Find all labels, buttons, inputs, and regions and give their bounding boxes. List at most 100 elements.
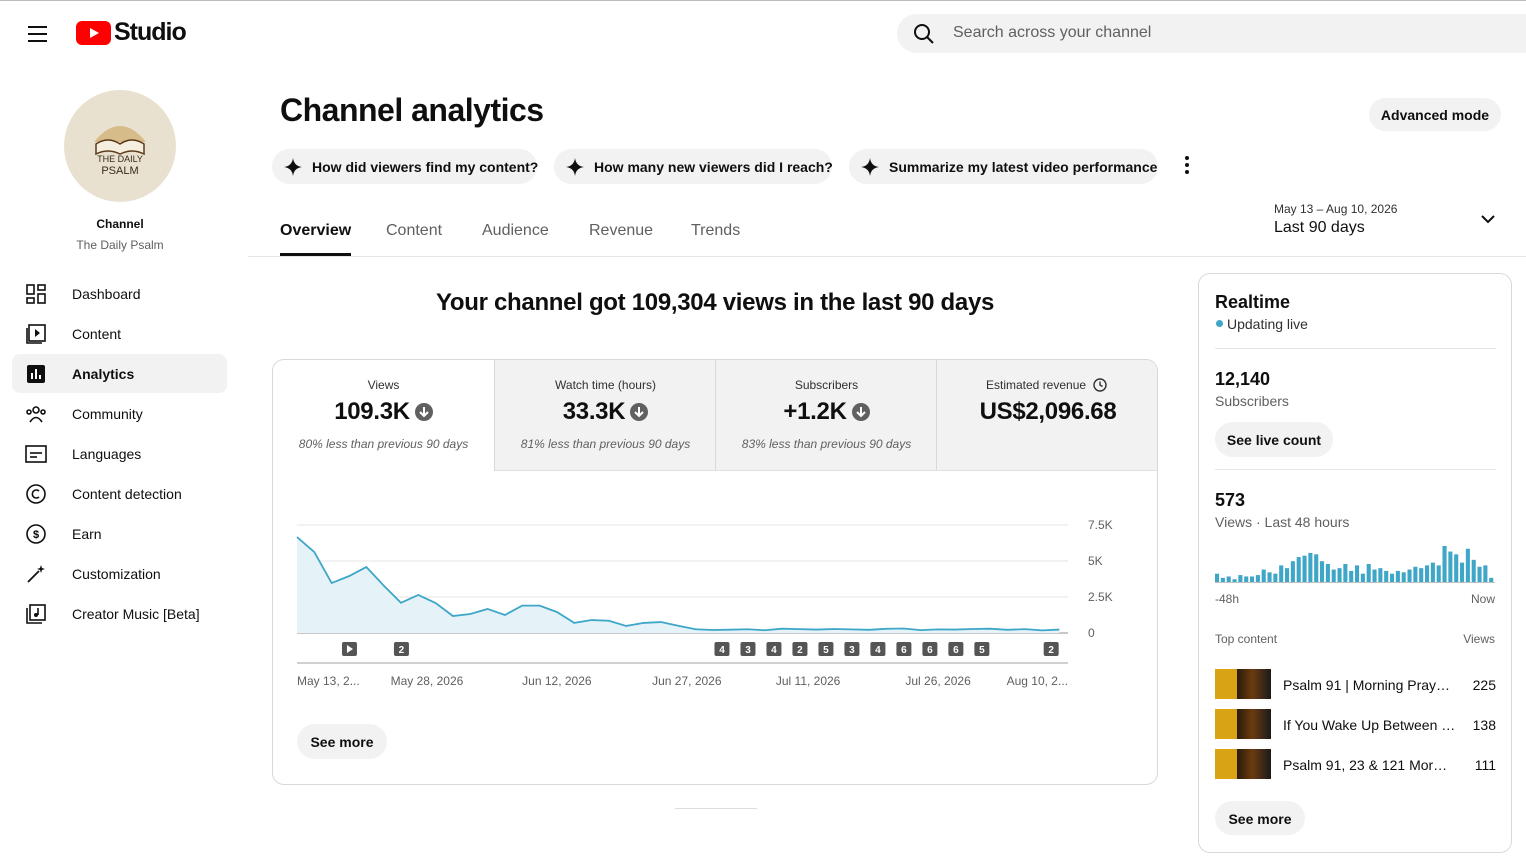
advanced-mode-button[interactable]: Advanced mode [1369, 98, 1501, 131]
dot [1185, 156, 1189, 160]
nav-item[interactable]: $ Earn [12, 514, 227, 553]
dot [1185, 163, 1189, 167]
nav-item[interactable]: Content detection [12, 474, 227, 513]
video-title: Psalm 91, 23 & 121 Mor… [1283, 757, 1448, 773]
metric-tab[interactable]: Views 109.3K 80% less than previous 90 day… [273, 360, 494, 470]
logo-text[interactable]: Studio [114, 18, 187, 46]
icon-shape [35, 369, 37, 379]
live-status: Updating live [1227, 316, 1308, 332]
page-title: Channel analytics [280, 92, 544, 128]
icon-shape [26, 484, 46, 504]
top-content-item[interactable]: Psalm 91 | Morning Pray… 225 [1215, 669, 1496, 699]
see-more-button[interactable]: See more [1215, 801, 1305, 835]
icon-shape [28, 324, 46, 342]
metric-tab[interactable]: Watch time (hours) 33.3K 81% less than pre… [494, 360, 716, 471]
nav-item[interactable]: Content [12, 314, 227, 353]
nav-label: Content detection [72, 486, 182, 502]
logo-play [90, 28, 99, 38]
icon-shape [34, 613, 38, 617]
search-box[interactable]: Search across your channel [897, 14, 1526, 53]
metric-note: 83% less than previous 90 days [741, 437, 912, 451]
button-label: See more [310, 734, 374, 750]
info-clock-icon[interactable] [1093, 378, 1107, 392]
prompt-chip[interactable]: How many new viewers did I reach? [554, 149, 833, 184]
tab[interactable]: Revenue [589, 222, 654, 239]
metric-note: 81% less than previous 90 days [520, 437, 691, 451]
icon-shape [419, 407, 429, 418]
metric-value-row: +1.2K [716, 398, 937, 426]
metric-value: US$2,096.68 [979, 398, 1117, 425]
search-placeholder: Search across your channel [953, 24, 1152, 41]
top-content-label: Top content [1215, 632, 1278, 646]
metric-label: Estimated revenue [986, 378, 1087, 392]
trend-down-icon [851, 403, 870, 421]
avatar-book [95, 139, 145, 156]
nav-item[interactable]: Community [12, 394, 227, 433]
icon-shape [634, 407, 644, 418]
headline: Your channel got 109,304 views in the la… [435, 289, 995, 316]
realtime-card: Realtime Updating live 12,140 Subscriber… [1198, 273, 1512, 853]
icon-shape [37, 284, 46, 291]
icon-shape [1093, 378, 1107, 392]
menu-line [28, 26, 47, 28]
top-content-item[interactable]: Psalm 91, 23 & 121 Mor… 111 [1215, 749, 1496, 779]
menu-line [28, 33, 47, 35]
tabs-divider [248, 256, 1526, 257]
icon-shape [26, 608, 42, 624]
axis-start: -48h [1215, 592, 1240, 606]
icon-shape [855, 407, 866, 418]
metric-value-row: US$2,096.68 [937, 398, 1157, 426]
chevron [1481, 215, 1495, 224]
trend-down-icon [414, 403, 433, 421]
chip-label: How did viewers find my content? [312, 159, 539, 175]
channel-label: Channel [96, 217, 144, 231]
nav-label: Customization [72, 566, 161, 582]
metric-tab[interactable]: Subscribers +1.2K 83% less than previous 9… [715, 360, 937, 471]
prompt-chip[interactable]: Summarize my latest video performance [849, 149, 1158, 184]
chip-label: Summarize my latest video performance [889, 159, 1158, 175]
top-content-item[interactable]: If You Wake Up Between … 138 [1215, 709, 1496, 739]
nav-item[interactable]: Analytics [12, 354, 227, 393]
sparkle-icon [861, 158, 879, 176]
icon-shape [29, 416, 43, 423]
nav-item[interactable]: Dashboard [12, 274, 227, 313]
nav-item[interactable]: Creator Music [Beta] [12, 594, 227, 633]
see-more-button[interactable]: See more [297, 724, 387, 759]
button-label: See more [1228, 811, 1292, 827]
thumbnail [1215, 749, 1271, 779]
nav-item[interactable]: Languages [12, 434, 227, 473]
metric-value: +1.2K [783, 398, 847, 425]
nav-icon [27, 365, 45, 383]
live-dot [1216, 320, 1223, 327]
tab[interactable]: Overview [280, 222, 352, 239]
search-lens [914, 24, 930, 40]
icon-shape [31, 489, 40, 499]
menu-button[interactable] [28, 25, 48, 43]
subscriber-label: Subscribers [1215, 393, 1289, 409]
tab[interactable]: Content [386, 222, 443, 239]
date-range: May 13 – Aug 10, 2026 [1274, 202, 1398, 216]
prompt-chip[interactable]: How did viewers find my content? [272, 149, 539, 184]
video-title: If You Wake Up Between … [1283, 717, 1456, 733]
nav-icon [26, 324, 46, 344]
channel-name: The Daily Psalm [76, 238, 164, 252]
divider [1215, 348, 1496, 349]
tab[interactable]: Audience [482, 222, 549, 239]
metric-tab[interactable]: Estimated revenue US$2,096.68 [936, 360, 1157, 471]
nav-item[interactable]: Customization [12, 554, 227, 593]
icon-shape [35, 329, 40, 337]
icon-shape [26, 297, 35, 304]
icon-shape [25, 445, 47, 463]
avatar-sun [94, 126, 146, 142]
nav-label: Dashboard [72, 286, 141, 302]
top-border [0, 0, 1526, 1]
channel-avatar[interactable]: THE DAILY PSALM [64, 90, 176, 202]
nav-icon [26, 604, 46, 624]
logo-icon[interactable] [76, 21, 111, 45]
date-picker[interactable]: May 13 – Aug 10, 2026 Last 90 days [1266, 198, 1506, 242]
live-count-button[interactable]: See live count [1215, 422, 1333, 457]
more-button[interactable] [1180, 155, 1194, 175]
views-column-label: Views [1463, 632, 1495, 646]
button-label: Advanced mode [1380, 107, 1490, 123]
tab[interactable]: Trends [691, 222, 741, 239]
